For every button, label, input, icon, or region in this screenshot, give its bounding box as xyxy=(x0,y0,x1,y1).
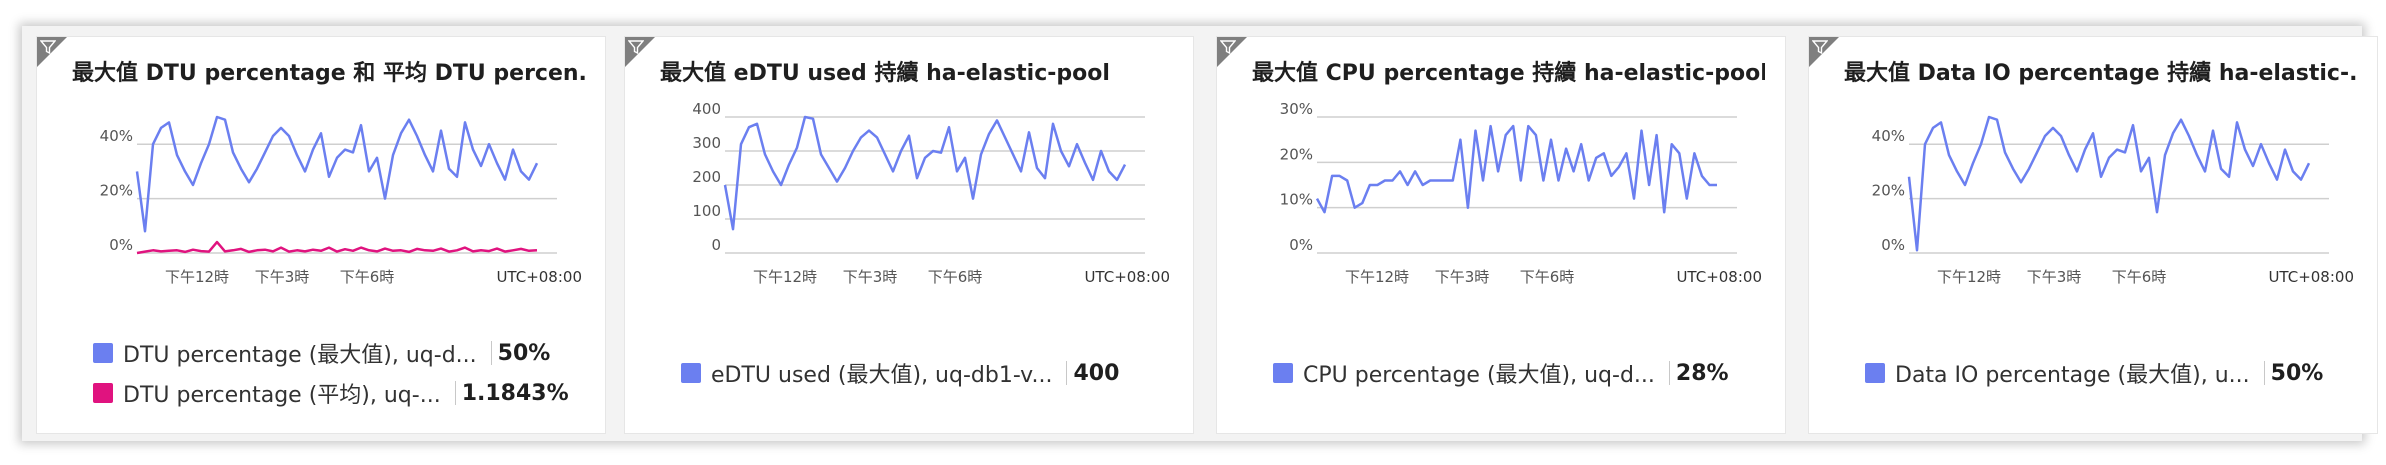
legend-swatch xyxy=(1273,363,1293,383)
y-tick-label: 40% xyxy=(100,127,133,145)
metric-tile-3[interactable]: 最大值 CPU percentage 持續 ha-elastic-pool 30%… xyxy=(1216,36,1786,434)
timezone-label: UTC+08:00 xyxy=(2268,268,2354,286)
legend-item[interactable]: Data IO percentage (最大值), u... 50% xyxy=(1865,357,2323,389)
legend-item[interactable]: CPU percentage (最大值), uq-d... 28% xyxy=(1273,357,1729,389)
legend-separator xyxy=(490,341,492,365)
y-tick-label: 20% xyxy=(1280,145,1313,163)
metric-tile-2[interactable]: 最大值 eDTU used 持續 ha-elastic-pool 400 300 20… xyxy=(624,36,1194,434)
x-tick-label: 下午12時 xyxy=(165,268,229,286)
series-line-2[interactable] xyxy=(136,240,538,255)
y-tick-label: 10% xyxy=(1280,191,1313,209)
tile-title: 最大值 eDTU used 持續 ha-elastic-pool xyxy=(660,61,1110,86)
legend-label: DTU percentage (平均), uq-... xyxy=(123,383,441,408)
x-tick-label: 下午6時 xyxy=(340,268,395,286)
legend-swatch xyxy=(1865,363,1885,383)
y-tick-label: 200 xyxy=(692,168,721,186)
tile-title: 最大值 CPU percentage 持續 ha-elastic-pool xyxy=(1252,61,1765,86)
legend-item[interactable]: DTU percentage (最大值), uq-d... 50% xyxy=(93,337,550,369)
y-tick-label: 400 xyxy=(692,100,721,118)
tile-title: 最大值 DTU percentage 和 平均 DTU percen... xyxy=(72,61,585,86)
filter-icon xyxy=(1220,40,1236,55)
legend-label: eDTU used (最大值), uq-db1-v... xyxy=(711,363,1053,388)
legend-separator xyxy=(1668,361,1670,385)
legend-swatch xyxy=(93,343,113,363)
x-tick-label: 下午6時 xyxy=(1520,268,1575,286)
legend-item[interactable]: eDTU used (最大值), uq-db1-v... 400 xyxy=(681,357,1119,389)
x-tick-label: 下午6時 xyxy=(2112,268,2167,286)
line-chart[interactable]: 40% 20% 0% 下午12時 下午3時 下午6時 UTC+08:00 xyxy=(37,97,607,307)
legend-swatch xyxy=(681,363,701,383)
y-tick-label: 30% xyxy=(1280,100,1313,118)
x-tick-label: 下午3時 xyxy=(1435,268,1490,286)
timezone-label: UTC+08:00 xyxy=(496,268,582,286)
legend-value: 50% xyxy=(497,340,551,366)
legend-value: 400 xyxy=(1073,360,1120,386)
y-tick-label: 40% xyxy=(1872,127,1905,145)
y-tick-label: 100 xyxy=(692,202,721,220)
filter-icon xyxy=(40,40,56,55)
timezone-label: UTC+08:00 xyxy=(1676,268,1762,286)
y-tick-label: 0% xyxy=(109,236,133,254)
x-tick-label: 下午6時 xyxy=(928,268,983,286)
legend-label: Data IO percentage (最大值), u... xyxy=(1895,363,2250,388)
legend-value: 50% xyxy=(2270,360,2324,386)
x-tick-label: 下午3時 xyxy=(2027,268,2082,286)
legend-item[interactable]: DTU percentage (平均), uq-... 1.1843% xyxy=(93,377,569,409)
legend-separator xyxy=(2263,361,2265,385)
legend-separator xyxy=(454,381,456,405)
metric-tile-1[interactable]: 最大值 DTU percentage 和 平均 DTU percen... 40%… xyxy=(36,36,606,434)
y-tick-label: 300 xyxy=(692,134,721,152)
legend-swatch xyxy=(93,383,113,403)
series-line-1[interactable] xyxy=(135,115,539,233)
legend-value: 28% xyxy=(1675,360,1729,386)
x-tick-label: 下午12時 xyxy=(1345,268,1409,286)
line-chart[interactable]: 400 300 200 100 0 下午12時 下午3時 下午6時 UTC+08:00 xyxy=(625,97,1195,307)
filter-icon xyxy=(1812,40,1828,55)
series-line-1[interactable] xyxy=(1315,124,1717,214)
legend-separator xyxy=(1066,361,1068,385)
series-line-1[interactable] xyxy=(1907,115,2311,252)
filter-icon xyxy=(628,40,644,55)
y-tick-label: 20% xyxy=(1872,182,1905,200)
legend-value: 1.1843% xyxy=(461,380,569,406)
line-chart[interactable]: 30% 20% 10% 0% 下午12時 下午3時 下午6時 UTC+08:00 xyxy=(1217,97,1787,307)
x-tick-label: 下午12時 xyxy=(1937,268,2001,286)
y-tick-label: 0% xyxy=(1881,236,1905,254)
legend-label: DTU percentage (最大值), uq-d... xyxy=(123,343,477,368)
metric-tile-4[interactable]: 最大值 Data IO percentage 持續 ha-elastic-...… xyxy=(1808,36,2378,434)
series-line-1[interactable] xyxy=(723,115,1127,231)
timezone-label: UTC+08:00 xyxy=(1084,268,1170,286)
x-tick-label: 下午12時 xyxy=(753,268,817,286)
legend-label: CPU percentage (最大值), uq-d... xyxy=(1303,363,1655,388)
line-chart[interactable]: 40% 20% 0% 下午12時 下午3時 下午6時 UTC+08:00 xyxy=(1809,97,2379,307)
y-tick-label: 0% xyxy=(1289,236,1313,254)
tile-title: 最大值 Data IO percentage 持續 ha-elastic-... xyxy=(1844,61,2357,86)
x-tick-label: 下午3時 xyxy=(255,268,310,286)
x-tick-label: 下午3時 xyxy=(843,268,898,286)
y-tick-label: 0 xyxy=(711,236,721,254)
y-tick-label: 20% xyxy=(100,182,133,200)
